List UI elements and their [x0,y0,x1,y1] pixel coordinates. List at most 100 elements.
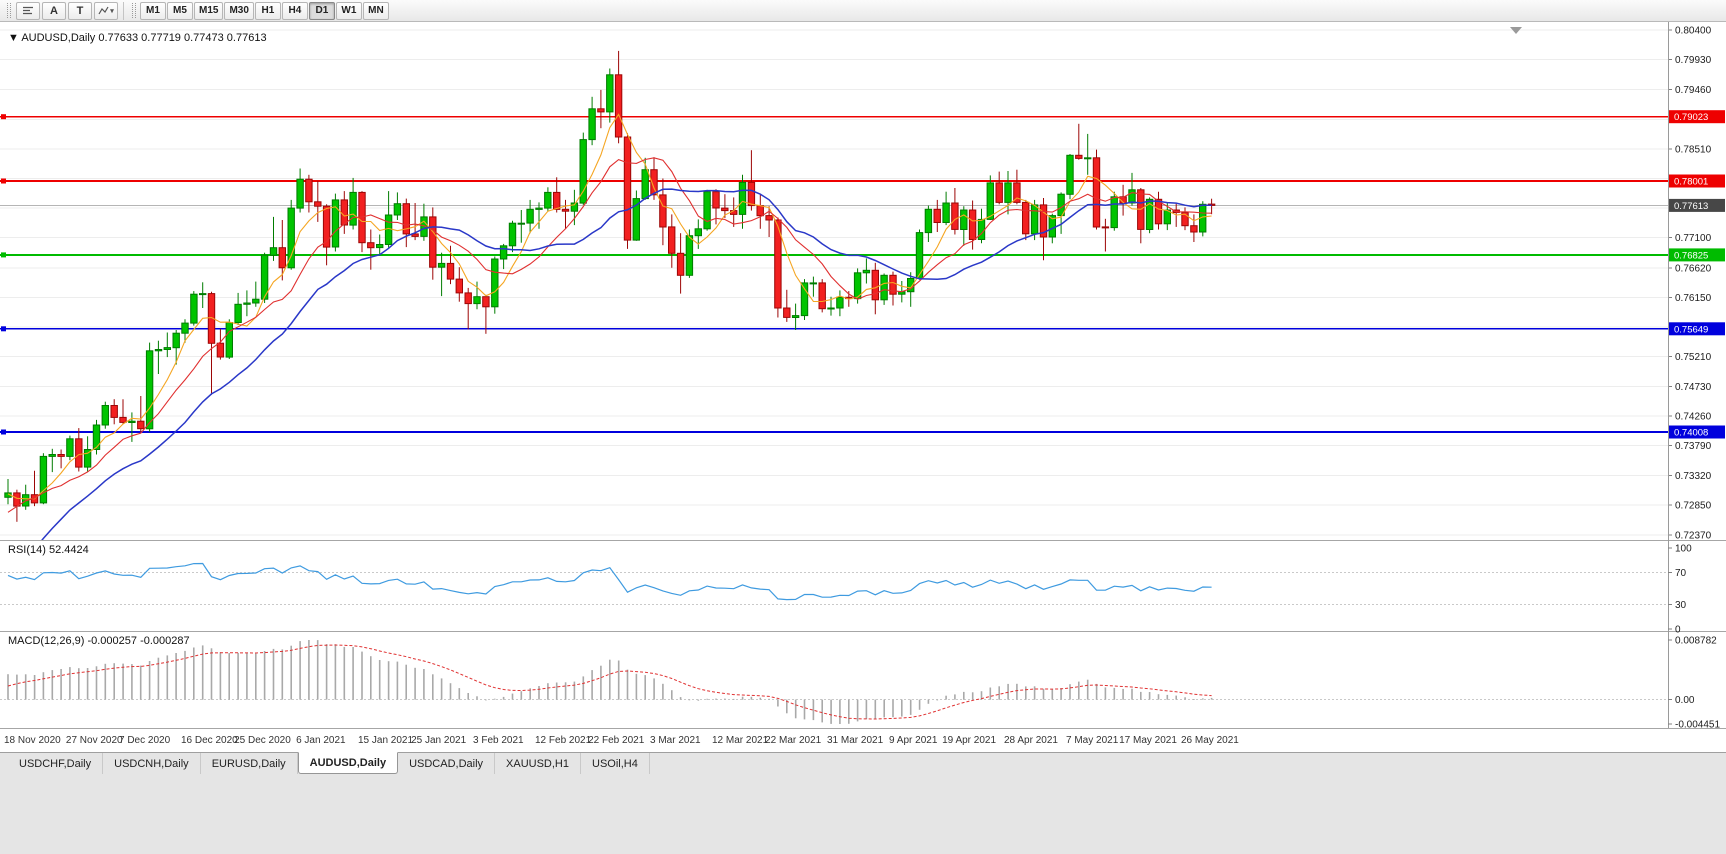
rsi-axis-label: 0 [1675,625,1681,636]
price-badge-label: 0.74008 [1674,428,1708,439]
date-axis-label: 3 Feb 2021 [473,735,524,746]
rsi-title: RSI(14) 52.4424 [8,544,89,556]
price-badge [1669,174,1725,188]
date-axis-label: 12 Feb 2021 [535,735,592,746]
timeframe-button-m15[interactable]: M15 [194,1,224,20]
ma-fast-line [7,113,1212,500]
toolbar-grip[interactable] [132,3,136,18]
date-axis-label: 22 Mar 2021 [765,735,822,746]
price-badge [1669,198,1725,212]
price-badge-label: 0.75649 [1674,324,1708,335]
rsi-axis-label: 70 [1675,568,1687,579]
date-axis-label: 7 May 2021 [1066,735,1119,746]
price-axis-label: 0.74730 [1675,382,1712,393]
chart-tab-eurusd[interactable]: EURUSD,Daily [201,753,298,774]
chart-tab-usdcad[interactable]: USDCAD,Daily [398,753,496,774]
date-axis-label: 18 Nov 2020 [4,735,61,746]
date-axis-label: 22 Feb 2021 [588,735,645,746]
timeframe-button-h1[interactable]: H1 [254,1,281,20]
price-badge [1669,248,1725,262]
text-tool-label: A [50,4,58,17]
price-axis-label: 0.75210 [1675,352,1712,363]
macd-axis-label: -0.004451 [1675,720,1720,731]
price-badge [1669,425,1725,439]
timeframe-button-m5[interactable]: M5 [167,1,193,20]
price-badge-label: 0.78001 [1674,177,1708,188]
toolbar-grip[interactable] [7,3,11,18]
price-badge-label: 0.77613 [1674,201,1708,212]
price-axis-label: 0.72850 [1675,500,1712,511]
chart-tab-audusd[interactable]: AUDUSD,Daily [297,752,399,774]
price-badge [1669,322,1725,336]
timeframe-toolbar: M1 M5 M15 M30 H1 H4 D1 W1 MN [140,1,390,20]
price-axis-label: 0.78510 [1675,145,1712,156]
dropdown-caret-icon: ▾ [110,7,114,15]
price-axis-label: 0.80400 [1675,26,1712,37]
date-axis-label: 17 May 2021 [1119,735,1177,746]
macd-axis-label: 0.008782 [1675,636,1717,647]
candles [4,50,1216,522]
rsi-axis-label: 30 [1675,600,1687,611]
price-badge-label: 0.79023 [1674,112,1708,123]
rsi-axis-label: 100 [1675,544,1692,555]
date-axis-label: 12 Mar 2021 [712,735,769,746]
ma-mid-line [7,157,1212,513]
date-axis-label: 7 Dec 2020 [119,735,171,746]
price-axis-label: 0.79930 [1675,55,1712,66]
line-anchor-handle[interactable] [1,114,6,120]
chart-tab-usdchf[interactable]: USDCHF,Daily [8,753,104,774]
chart-tabs-bar: USDCHF,Daily USDCNH,Daily EURUSD,Daily AUDU… [0,752,1726,774]
price-axis-label: 0.73320 [1675,471,1712,482]
chart-canvas[interactable]: 0.804000.799300.794600.789800.785100.780… [0,22,1726,752]
lines-icon [23,6,33,14]
macd-title: MACD(12,26,9) -0.000257 -0.000287 [8,635,190,647]
price-axis-label: 0.77100 [1675,233,1712,244]
date-axis-label: 15 Jan 2021 [358,735,413,746]
macd-signal-line [7,644,1212,720]
price-axis-label: 0.73790 [1675,441,1712,452]
zigzag-icon [98,6,109,14]
price-axis-label: 0.76620 [1675,263,1712,274]
line-anchor-handle[interactable] [1,252,6,258]
price-badge-label: 0.76825 [1674,250,1708,261]
chart-tab-xauusd[interactable]: XAUUSD,H1 [495,753,581,774]
line-anchor-handle[interactable] [1,178,6,184]
rsi-line [7,562,1212,601]
price-axis-label: 0.79460 [1675,85,1712,96]
timeframe-button-h4[interactable]: H4 [281,1,308,20]
chart-tab-usdcnh[interactable]: USDCNH,Daily [103,753,201,774]
line-anchor-handle[interactable] [1,429,6,435]
chart-title: ▼ AUDUSD,Daily 0.77633 0.77719 0.77473 0… [8,32,267,44]
timeframe-button-d1[interactable]: D1 [308,1,335,20]
line-studies-dropdown-button[interactable]: ▾ [94,1,118,20]
price-axis-label: 0.74260 [1675,412,1712,423]
line-anchor-handle[interactable] [1,326,6,332]
date-axis-label: 6 Jan 2021 [296,735,346,746]
timeframe-button-w1[interactable]: W1 [335,1,362,20]
ma-slow-line [41,188,1212,540]
toolbar-separator [123,1,124,20]
date-axis-label: 3 Mar 2021 [650,735,701,746]
date-axis-label: 9 Apr 2021 [889,735,938,746]
chart-window-button[interactable] [16,1,40,20]
text-label-tool-button[interactable]: A [42,1,66,20]
timeframe-button-m30[interactable]: M30 [224,1,254,20]
template-tool-button[interactable]: T [68,1,92,20]
date-axis-label: 26 May 2021 [1181,735,1239,746]
chart-tab-usoil[interactable]: USOil,H4 [581,753,650,774]
date-axis-label: 27 Nov 2020 [66,735,123,746]
date-axis-label: 25 Jan 2021 [411,735,466,746]
window-bottom-area [0,774,1726,854]
price-badge [1669,110,1725,124]
date-axis-label: 19 Apr 2021 [942,735,996,746]
price-axis-label: 0.76150 [1675,293,1712,304]
timeframe-button-mn[interactable]: MN [362,1,389,20]
date-axis-label: 25 Dec 2020 [234,735,291,746]
template-tool-label: T [76,4,84,17]
top-toolbar: A T ▾ M1 M5 M15 M30 H1 H4 D1 W1 MN [0,0,1726,22]
price-axis-label: 0.72370 [1675,531,1712,542]
macd-axis-label: 0.00 [1675,695,1695,706]
chart-shift-marker[interactable] [1510,27,1522,34]
timeframe-button-m1[interactable]: M1 [140,1,166,20]
